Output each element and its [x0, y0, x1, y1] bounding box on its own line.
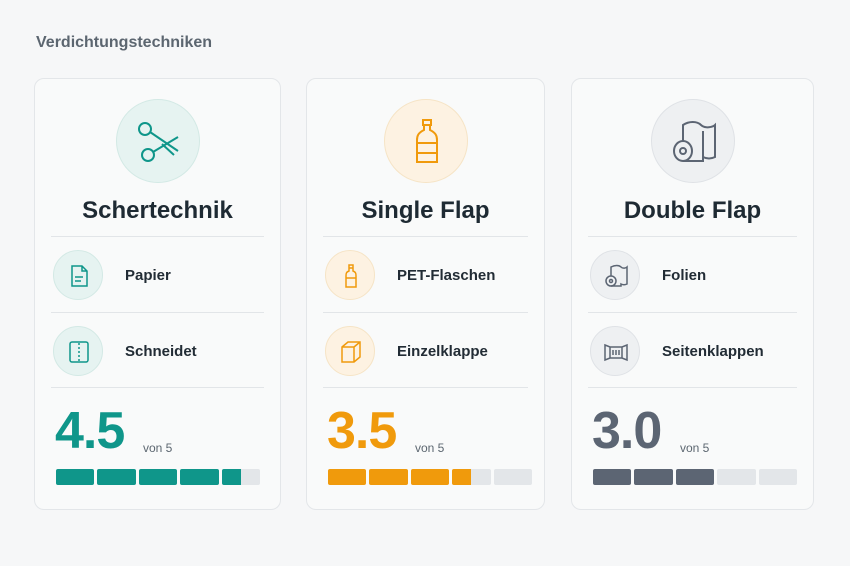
icon: [672, 121, 716, 162]
feature-icon: [590, 326, 640, 376]
rating: 4.5: [55, 402, 125, 460]
feature-icon: [53, 250, 103, 300]
rating-fill: [369, 469, 408, 485]
divider: [588, 387, 797, 388]
rating-segment: [593, 469, 632, 485]
rating-segment: [717, 469, 756, 485]
rating-fill: [452, 469, 472, 485]
rating-scale: von 5: [143, 441, 173, 455]
divider: [323, 312, 528, 313]
feature-text: Seitenklappen: [662, 343, 764, 360]
hero-icon: [383, 99, 468, 183]
rating-fill: [410, 469, 450, 485]
rating-segment: [138, 469, 178, 485]
feature-text: Papier: [125, 267, 171, 284]
rating-segment: [634, 469, 673, 485]
feature-icon: [325, 326, 375, 376]
card: Double Flap Folien Seitenklappen 3.0 von…: [571, 78, 814, 510]
feature-text: Einzelklappe: [397, 343, 488, 360]
card-name: Double Flap: [623, 197, 762, 224]
feature-icon: [53, 326, 103, 376]
rating-segment: [452, 469, 491, 485]
rating-segment: [758, 469, 797, 485]
rating-bar: [328, 469, 532, 485]
rating-fill: [328, 469, 367, 485]
rating-segment: [221, 469, 260, 485]
hero-icon: [650, 99, 735, 183]
rating-segment: [328, 469, 367, 485]
rating-fill: [138, 469, 178, 485]
rating: 3.5: [327, 402, 397, 460]
feature-text: Folien: [662, 267, 707, 284]
feature-icon: [590, 250, 640, 300]
rating-segment: [97, 469, 136, 485]
rating-segment: [369, 469, 408, 485]
divider: [323, 387, 528, 388]
divider: [51, 312, 264, 313]
rating-segment: [410, 469, 450, 485]
feature-text: Schneidet: [125, 343, 197, 360]
card: Schertechnik Papier Schneidet 4.5 von 5: [34, 78, 281, 510]
icon: [137, 122, 179, 162]
divider: [588, 236, 797, 237]
rating-segment: [56, 469, 95, 485]
rating-bar: [593, 469, 797, 485]
rating-scale: von 5: [680, 441, 710, 455]
divider: [323, 236, 528, 237]
rating-segment: [675, 469, 715, 485]
feature-text: PET-Flaschen: [397, 267, 496, 284]
rating-fill: [593, 469, 632, 485]
rating-scale: von 5: [415, 441, 445, 455]
rating-segment: [493, 469, 532, 485]
rating: 3.0: [592, 402, 662, 460]
icon: [415, 119, 438, 163]
rating-fill: [634, 469, 673, 485]
card-name: Schertechnik: [82, 197, 233, 224]
divider: [51, 236, 264, 237]
section-title: Verdichtungstechniken: [36, 34, 213, 51]
divider: [588, 312, 797, 313]
rating-fill: [675, 469, 715, 485]
feature-icon: [325, 250, 375, 300]
rating-fill: [56, 469, 95, 485]
card-name: Single Flap: [361, 197, 490, 224]
rating-fill: [97, 469, 136, 485]
divider: [51, 387, 264, 388]
hero-icon: [115, 99, 200, 183]
rating-fill: [180, 469, 219, 485]
rating-bar: [56, 469, 260, 485]
rating-fill: [221, 469, 241, 485]
rating-segment: [180, 469, 219, 485]
card: Single Flap PET-Flaschen Einzelklappe 3.…: [306, 78, 545, 510]
